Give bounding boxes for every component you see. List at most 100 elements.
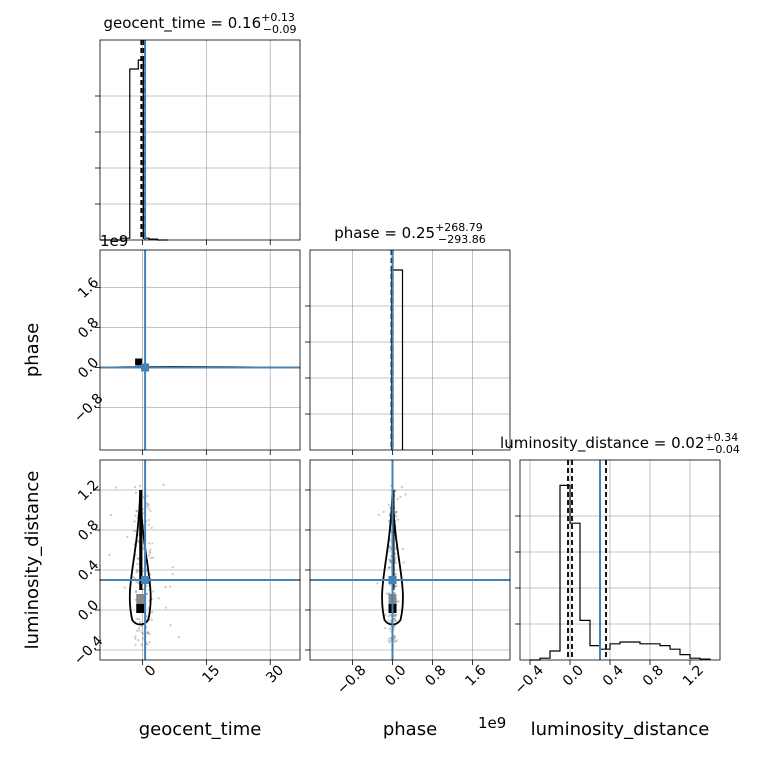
sample-point — [136, 556, 140, 560]
sample-point — [388, 627, 392, 630]
sample-point — [389, 613, 392, 616]
sample-point — [138, 621, 142, 624]
sample-point — [147, 504, 150, 507]
sample-point — [134, 491, 138, 494]
sample-point — [134, 635, 137, 638]
sample-point — [395, 620, 398, 623]
sample-point — [146, 631, 149, 634]
sample-point — [152, 590, 155, 593]
sample-point — [385, 592, 388, 595]
sample-point — [393, 636, 396, 639]
sample-point — [389, 546, 392, 550]
sample-point — [135, 591, 138, 594]
sample-point — [394, 585, 398, 588]
sample-point — [394, 511, 397, 514]
sample-point — [399, 495, 402, 499]
sample-point — [147, 507, 150, 510]
x-axis-label: luminosity_distance — [531, 719, 710, 740]
sample-point — [148, 553, 151, 557]
sample-point — [396, 497, 399, 501]
y-tick-label: 1.6 — [75, 275, 102, 302]
x-axis-label: phase — [383, 719, 437, 740]
sample-point — [114, 486, 118, 489]
sample-point — [133, 520, 136, 523]
sample-point — [393, 640, 396, 643]
sample-point — [135, 571, 138, 574]
density-peak — [136, 604, 145, 613]
sample-point — [389, 559, 392, 562]
sample-point — [394, 640, 397, 643]
sample-point — [388, 544, 391, 547]
x-tick-label: 0.8 — [422, 662, 449, 689]
histogram-geocent_time — [100, 59, 169, 241]
y-tick-label: 0.8 — [75, 315, 102, 342]
sample-point — [140, 643, 143, 646]
sample-point — [142, 512, 145, 515]
sample-point — [387, 640, 390, 643]
sample-point — [387, 637, 391, 640]
sample-point — [150, 611, 154, 614]
x-tick-label: 0.0 — [560, 662, 587, 689]
sample-point — [157, 597, 160, 600]
histogram-luminosity_distance — [530, 484, 711, 661]
sample-point — [146, 494, 149, 498]
sample-point — [137, 558, 140, 561]
x-tick-label: 15 — [199, 662, 223, 686]
sample-point — [387, 520, 391, 523]
y-tick-label: 0.0 — [75, 597, 102, 624]
x-axis-label: geocent_time — [139, 719, 262, 740]
sample-point — [134, 598, 137, 601]
sample-point — [149, 509, 152, 513]
sample-point — [137, 541, 140, 544]
y-tick-label: 0.8 — [75, 517, 102, 544]
sample-point — [382, 510, 385, 513]
sample-point — [142, 570, 145, 573]
y-axis-label: phase — [22, 323, 43, 377]
sample-point — [388, 550, 391, 553]
sample-point — [138, 629, 141, 632]
sample-point — [162, 483, 165, 487]
sample-point — [393, 613, 396, 616]
sample-point — [393, 637, 396, 640]
y-tick-label: 1.2 — [75, 477, 102, 504]
sample-point — [164, 606, 167, 609]
sample-point — [377, 513, 380, 516]
sample-point — [136, 617, 139, 621]
sample-point — [394, 558, 397, 561]
sample-point — [388, 566, 391, 569]
sample-point — [401, 547, 405, 550]
sample-point — [395, 510, 398, 513]
sample-point — [147, 632, 150, 635]
sample-point — [136, 629, 139, 632]
sample-point — [387, 614, 390, 618]
sample-point — [169, 585, 172, 588]
sample-point — [149, 548, 152, 551]
sample-point — [134, 643, 137, 646]
sample-point — [396, 518, 400, 521]
sample-point — [134, 590, 137, 593]
sample-point — [141, 507, 144, 511]
truth-marker — [141, 363, 150, 372]
sample-point — [388, 641, 392, 644]
sample-point — [389, 538, 392, 541]
sample-point — [393, 552, 397, 555]
sample-point — [393, 614, 397, 617]
contour-line — [128, 489, 152, 626]
title-phase: phase = 0.25+268.79 −293.86 — [334, 221, 485, 246]
truth-marker — [388, 576, 397, 584]
sample-point — [151, 556, 155, 559]
sample-point — [149, 551, 152, 554]
sample-point — [394, 561, 397, 564]
y-tick-label: −0.4 — [71, 633, 106, 668]
sample-point — [140, 624, 143, 628]
sample-point — [394, 556, 397, 559]
sample-point — [393, 617, 396, 620]
sample-point — [387, 619, 390, 622]
y-tick-label: 0.0 — [75, 355, 102, 382]
sample-point — [169, 624, 172, 627]
sample-point — [388, 592, 391, 595]
sample-point — [134, 514, 137, 517]
sample-point — [400, 485, 403, 488]
panel-phase-luminosity_distance — [309, 459, 511, 661]
